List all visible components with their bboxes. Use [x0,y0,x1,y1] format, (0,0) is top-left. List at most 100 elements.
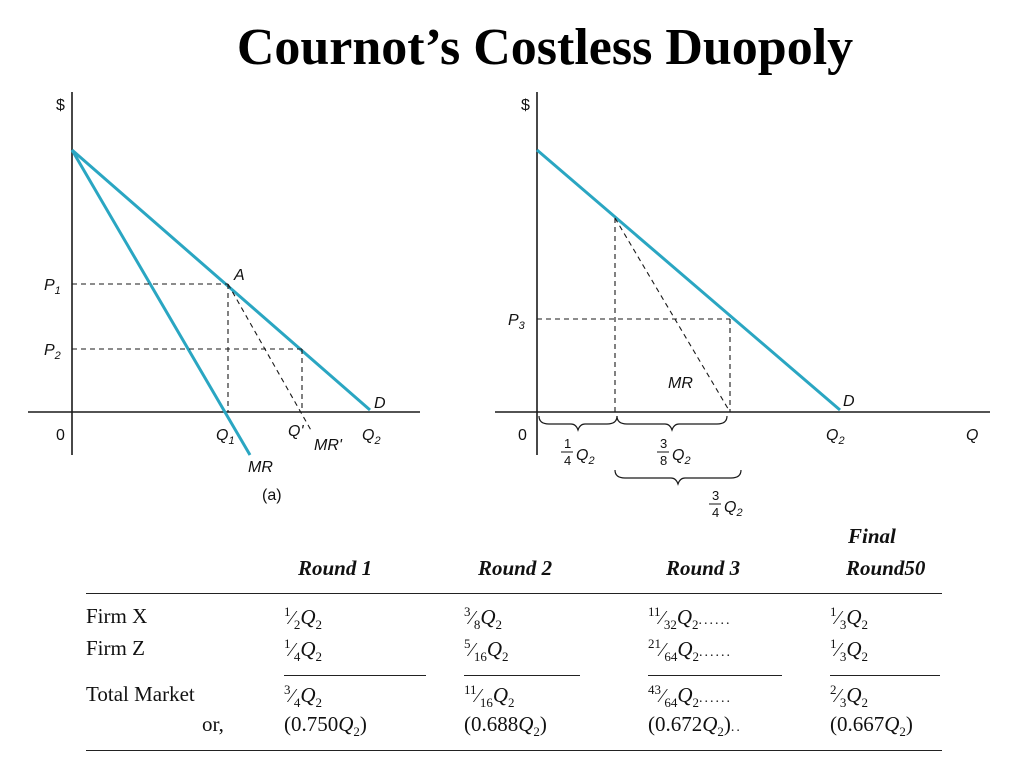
panel-b-x-label: Q [966,427,978,444]
fraction-numerator: 11 [648,604,661,619]
panel-a-point-a: A [233,267,245,284]
panel-a-y-label: $ [56,97,65,114]
round3-value: 21⁄64Q2...... [648,636,733,665]
fraction-numerator: 1 [830,604,837,619]
fraction-slash: ⁄ [470,639,474,661]
paren-open: ( [648,712,655,736]
table-cell: 43⁄64Q2...... [648,682,732,711]
fraction-denominator: 3 [839,695,847,711]
table-cell: 2⁄3Q2 [830,682,868,711]
quantity-var: Q [702,712,718,736]
quantity-sub: 2 [508,695,515,711]
quantity-var: Q [846,637,862,661]
continuation-dots: ...... [699,645,733,660]
header-round3: Round 3 [666,556,741,580]
quantity-sub: 2 [533,724,540,740]
panel-a-qprime-label: Q' [288,423,304,440]
fraction-slash: ⁄ [661,685,665,707]
decimal-value: 0.667 [837,712,885,736]
fraction-denominator: 2 [293,617,301,633]
quantity-sub: 2 [495,617,503,633]
fraction-slash: ⁄ [470,607,474,629]
paren-close: ) [359,712,367,736]
fraction-denominator: 4 [293,695,301,711]
panel-b-three-quarters-label: 3 4 Q2 [709,488,743,520]
svg-text:1: 1 [564,436,571,451]
quantity-var: Q [846,605,862,629]
quantity-var: Q [300,637,316,661]
panel-a-origin: 0 [56,427,65,444]
panel-a-q1-label: Q1 [216,427,235,447]
row-label: Total Market [86,682,195,706]
fraction-numerator: 21 [648,636,661,651]
slide-number: 50 [904,556,926,580]
decimal-value: 0.750 [291,712,339,736]
svg-text:3: 3 [712,488,719,503]
round2-value: 3⁄8Q2 [464,604,503,633]
paren-close: ) [723,712,731,736]
round2-value: 5⁄16Q2 [464,636,509,665]
quantity-sub: 2 [502,649,509,665]
quantity-sub: 2 [692,649,700,665]
decimal-cell: (0.667Q2) [830,712,913,740]
row-label: Firm X [86,604,148,628]
fraction-numerator: 1 [284,636,291,651]
panel-a-q2-label: Q2 [362,427,381,447]
fraction-slash: ⁄ [836,685,840,707]
quantity-sub: 2 [861,617,869,633]
table-cell: 1⁄4Q2 [284,636,322,665]
final-value: 1⁄3Q2 [830,636,868,664]
panel-b-three-eighths-label: 3 8 Q2 [657,436,691,468]
panel-b-demand-line [536,148,841,412]
panel-a: $ 0 P1 P2 A Q1 Q' MR' Q2 D MR (a) [28,92,420,504]
bottom-rule [86,750,942,751]
quantity-var: Q [480,605,496,629]
panel-b-brace-three-eighths [616,415,728,432]
panel-b-origin: 0 [518,427,527,444]
round1-value: 1⁄2Q2 [284,604,323,633]
quantity-var: Q [486,637,503,661]
decimal-cell: (0.750Q2) [284,712,367,740]
fraction-denominator: 3 [839,617,847,633]
fraction-denominator: 16 [479,695,493,711]
quantity-sub: 2 [861,695,869,711]
header-round1: Round 1 [298,556,373,580]
quantity-sub: 2 [315,617,323,633]
paren-close: ) [905,712,913,736]
paren-open: ( [830,712,837,736]
panel-b-y-label: $ [521,97,530,114]
panel-b: $ 0 P3 MR D Q2 Q 1 4 Q2 3 8 Q2 3 4 Q [495,92,990,520]
svg-text:4: 4 [564,453,571,468]
decimal-cell: (0.672Q2).. [648,712,742,740]
sum-rule-r2 [464,675,580,676]
table-cell: 11⁄32Q2...... [648,604,732,633]
decimal-value: 0.672 [655,712,703,736]
fraction-slash: ⁄ [290,607,294,629]
svg-text:4: 4 [712,505,719,520]
continuation-dots: ...... [698,613,732,628]
svg-text:Q2: Q2 [672,447,691,467]
fraction-denominator: 64 [664,649,678,665]
fraction-numerator: 1 [830,636,837,651]
table-cell: 1⁄3Q2 [830,604,868,633]
header-final-line1: Final [848,524,896,548]
fraction-numerator: 11 [464,682,477,697]
fraction-slash: ⁄ [660,607,664,629]
quantity-var: Q [677,683,693,707]
table-cell: 21⁄64Q2...... [648,636,732,665]
paren-open: ( [284,712,291,736]
header-rule [86,593,942,594]
table-cell: 3⁄8Q2 [464,604,502,633]
quantity-sub: 2 [899,724,906,740]
fraction-numerator: 3 [284,682,291,697]
paren-close: ) [539,712,547,736]
row-label-or: or, [202,712,224,736]
panel-a-p1-label: P1 [44,277,61,297]
round1-value: 3⁄4Q2 [284,682,322,711]
quantity-var: Q [518,712,534,736]
fraction-slash: ⁄ [476,685,480,707]
panel-a-mr-prime-label: MR' [314,437,343,454]
fraction-numerator: 1 [284,604,291,619]
panel-b-d-label: D [843,393,855,410]
